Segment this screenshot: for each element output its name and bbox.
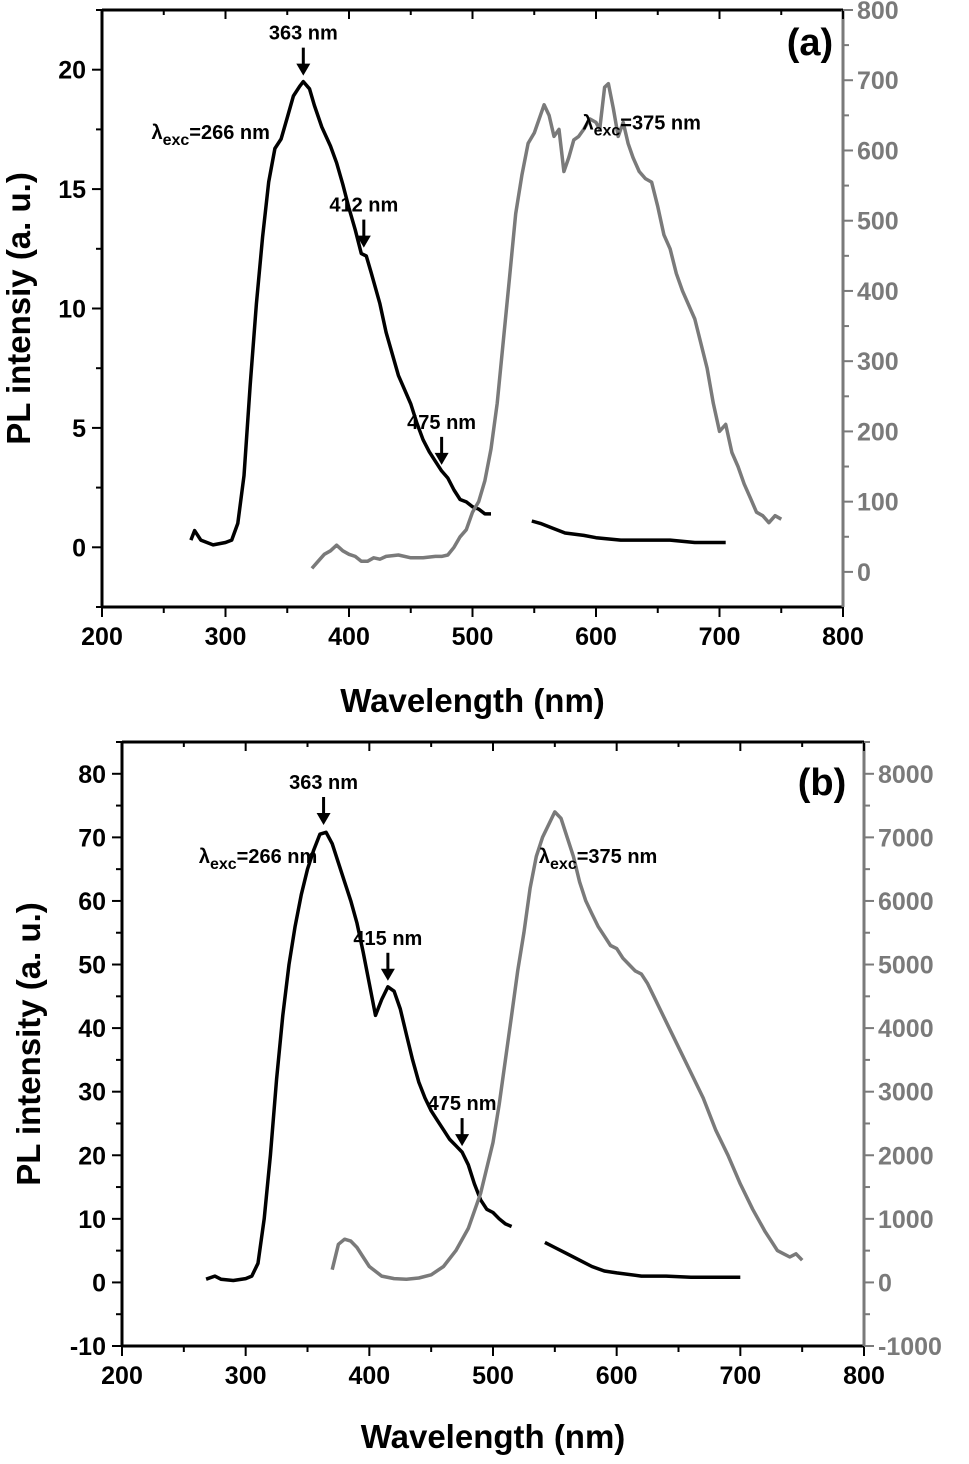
y-tick-label: 60 [78, 888, 106, 916]
annotation-label: 475 nm [407, 412, 476, 434]
panel-label: (a) [787, 22, 833, 64]
y-tick-label: 20 [58, 57, 86, 85]
annotation-label: 475 nm [428, 1093, 497, 1115]
chart-panel-a: 200 300 400 500 600 700 8000510152001002003004… [0, 0, 899, 719]
y-tick-label: 80 [78, 761, 106, 789]
y2-tick-label: -1000 [878, 1333, 942, 1361]
y2-tick-label: 4000 [878, 1015, 934, 1043]
x-tick-label: 500 [472, 1362, 514, 1390]
y2-tick-label: 3000 [878, 1079, 934, 1107]
series-exc375-line-0 [310, 81, 783, 570]
y2-tick-label: 0 [857, 559, 871, 587]
y-tick-label: 0 [92, 1269, 106, 1297]
y-tick-label: 15 [58, 176, 86, 204]
annotation-label: 412 nm [329, 195, 398, 217]
series-exc266-line-0 [189, 79, 491, 547]
series-exc266-line-0 [205, 830, 513, 1283]
series-exc375-line-0 [330, 810, 804, 1281]
y-tick-label: 70 [78, 824, 106, 852]
y2-tick-label: 0 [878, 1269, 892, 1297]
y2-tick-label: 6000 [878, 888, 934, 916]
excitation-label: λexc=375 nm [539, 846, 657, 873]
x-tick-label: 800 [822, 623, 864, 651]
y-tick-label: 10 [78, 1206, 106, 1234]
y2-tick-label: 500 [857, 208, 899, 236]
excitation-label: λexc=266 nm [151, 122, 269, 149]
y2-tick-label: 400 [857, 278, 899, 306]
x-tick-label: 300 [205, 623, 247, 651]
y-tick-label: 50 [78, 952, 106, 980]
series-exc266-line-1 [531, 519, 726, 545]
x-tick-label: 600 [596, 1362, 638, 1390]
y2-tick-label: 800 [857, 0, 899, 25]
y-tick-label: 5 [72, 415, 86, 443]
excitation-label: λexc=266 nm [199, 846, 317, 873]
x-tick-label: 700 [699, 623, 741, 651]
y2-tick-label: 1000 [878, 1206, 934, 1234]
annotation-arrow-head [455, 1134, 470, 1147]
y2-tick-label: 200 [857, 418, 899, 446]
annotation-arrow-head [380, 968, 395, 981]
y-tick-label: 20 [78, 1142, 106, 1170]
y-tick-label: 0 [72, 534, 86, 562]
x-tick-label: 700 [719, 1362, 761, 1390]
y2-tick-label: 8000 [878, 761, 934, 789]
excitation-label: λexc=375 nm [582, 112, 700, 139]
series-exc266-line-1 [544, 1240, 741, 1280]
chart-panel-b: 200 300 400 500 600 700 800-100102030405060708… [10, 740, 942, 1455]
y2-tick-label: 100 [857, 489, 899, 517]
annotation-arrow-head [434, 452, 449, 465]
y2-tick-label: 600 [857, 137, 899, 165]
x-axis-title: Wavelength (nm) [340, 682, 605, 719]
y-tick-label: -10 [70, 1333, 106, 1361]
annotation-arrow-head [296, 63, 311, 76]
x-axis-title: Wavelength (nm) [361, 1418, 626, 1455]
y2-tick-label: 7000 [878, 824, 934, 852]
x-tick-label: 200 [101, 1362, 143, 1390]
annotation-label: 363 nm [289, 772, 358, 794]
y2-tick-label: 5000 [878, 952, 934, 980]
y-tick-label: 40 [78, 1015, 106, 1043]
x-tick-label: 800 [843, 1362, 885, 1390]
y2-tick-label: 300 [857, 348, 899, 376]
annotation-label: 363 nm [269, 23, 338, 45]
x-tick-label: 400 [348, 1362, 390, 1390]
annotation-label: 415 nm [353, 928, 422, 950]
x-tick-label: 200 [81, 623, 123, 651]
y-tick-label: 10 [58, 296, 86, 324]
y-tick-label: 30 [78, 1079, 106, 1107]
y-axis-title: PL intensity (a. u.) [10, 902, 47, 1186]
annotation-arrow-head [356, 235, 371, 248]
y2-tick-label: 2000 [878, 1142, 934, 1170]
x-tick-label: 600 [575, 623, 617, 651]
x-tick-label: 300 [225, 1362, 267, 1390]
annotation-arrow-head [316, 813, 331, 826]
y2-tick-label: 700 [857, 67, 899, 95]
x-tick-label: 400 [328, 623, 370, 651]
y-axis-title: PL intensiy (a. u.) [0, 172, 37, 445]
panel-label: (b) [798, 762, 847, 804]
x-tick-label: 500 [452, 623, 494, 651]
